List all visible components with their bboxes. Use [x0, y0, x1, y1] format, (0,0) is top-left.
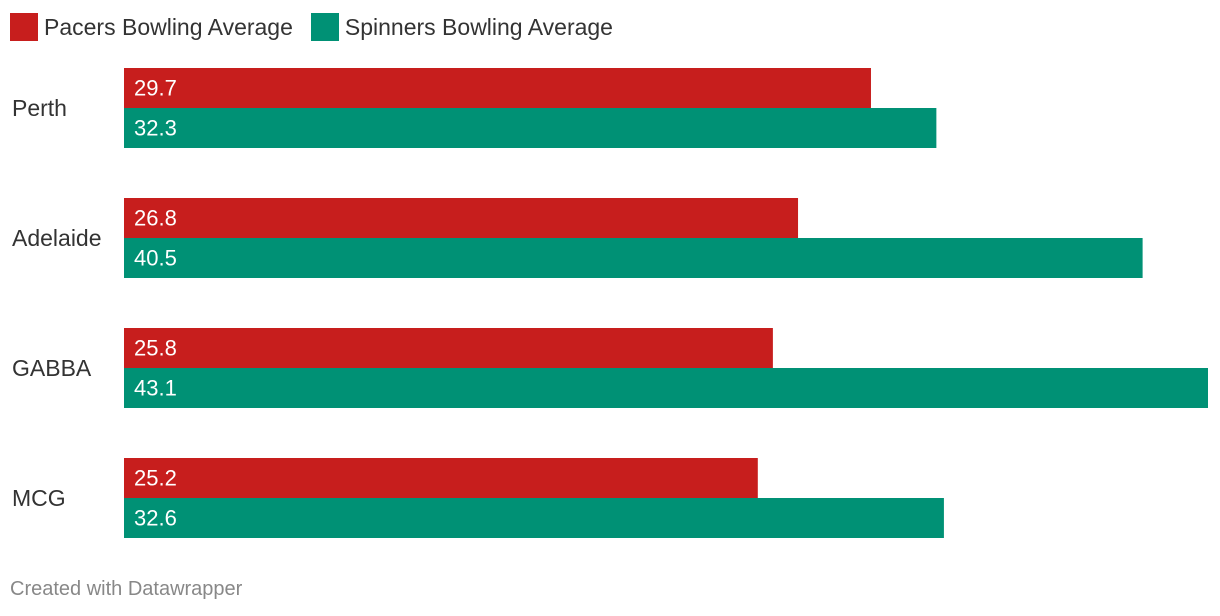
- data-label-spinners-gabba: 43.1: [134, 376, 177, 401]
- data-label-spinners-mcg: 32.6: [134, 506, 177, 531]
- chart-legend: Pacers Bowling Average Spinners Bowling …: [10, 12, 631, 42]
- legend-item-pacers: Pacers Bowling Average: [10, 13, 293, 41]
- data-label-pacers-mcg: 25.2: [134, 466, 177, 491]
- bar-pacers-perth: [124, 68, 871, 108]
- legend-item-spinners: Spinners Bowling Average: [310, 13, 613, 41]
- data-label-pacers-adelaide: 26.8: [134, 206, 177, 231]
- data-label-spinners-adelaide: 40.5: [134, 246, 177, 271]
- category-label-gabba: GABBA: [12, 355, 92, 381]
- legend-swatch-pacers: [10, 13, 38, 41]
- footer-credit: Created with Datawrapper: [10, 578, 243, 600]
- bar-chart: Perth 29.7 32.3 Adelaide 26.8 40.5 GABBA 25.8 43…: [12, 68, 1208, 538]
- legend-label-pacers: Pacers Bowling Average: [44, 13, 293, 40]
- bar-spinners-perth: [124, 108, 937, 148]
- legend-swatch-spinners: [310, 13, 339, 41]
- legend-label-spinners: Spinners Bowling Average: [344, 13, 613, 40]
- bar-pacers-mcg: [124, 458, 758, 498]
- bar-spinners-mcg: [124, 498, 944, 538]
- bar-pacers-gabba: [124, 328, 773, 368]
- bar-pacers-adelaide: [124, 198, 799, 238]
- data-label-pacers-perth: 29.7: [134, 76, 177, 101]
- bar-spinners-adelaide: [124, 238, 1143, 278]
- bar-spinners-gabba: [124, 368, 1208, 408]
- category-label-adelaide: Adelaide: [12, 225, 102, 251]
- data-label-pacers-gabba: 25.8: [134, 336, 177, 361]
- data-label-spinners-perth: 32.3: [134, 116, 177, 141]
- category-label-perth: Perth: [12, 95, 67, 121]
- category-label-mcg: MCG: [12, 485, 66, 511]
